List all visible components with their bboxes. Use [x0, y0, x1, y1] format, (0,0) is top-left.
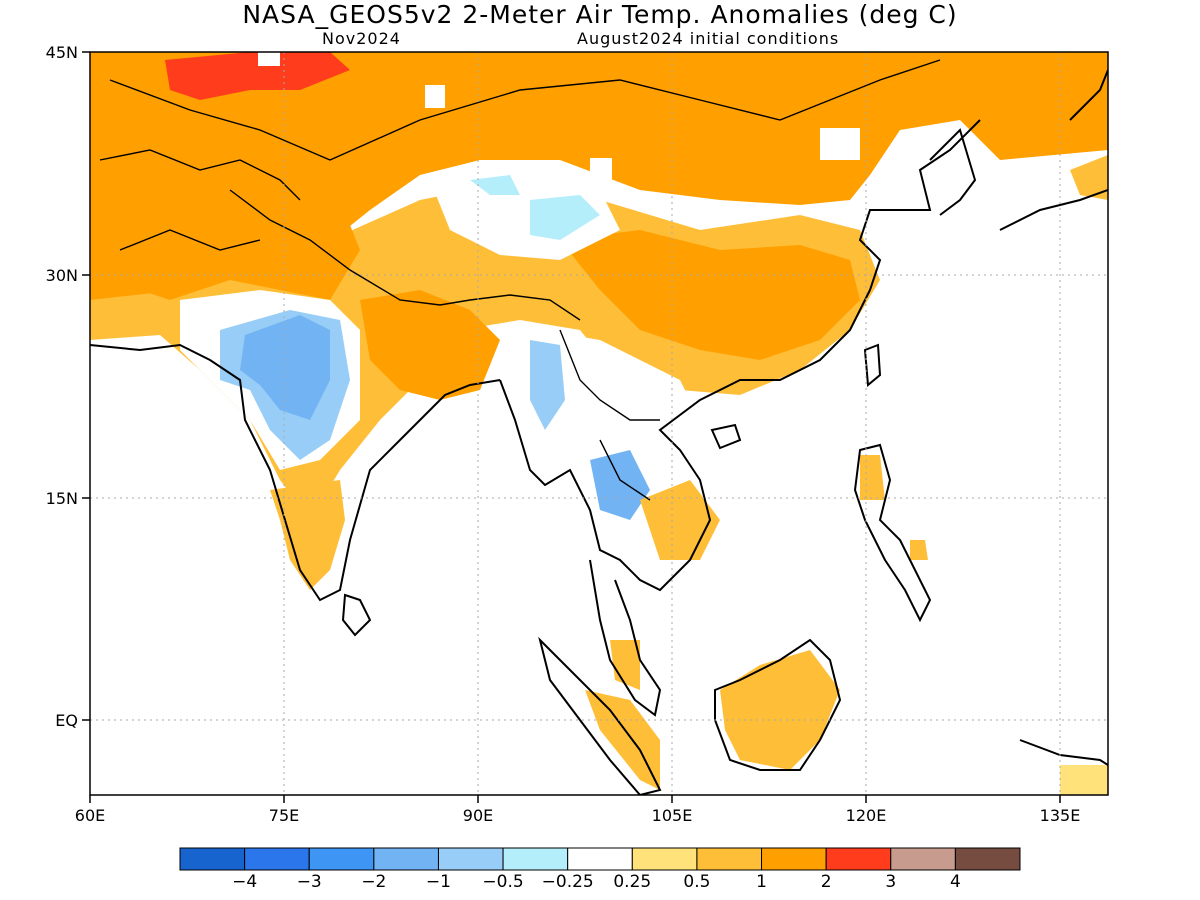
colorbar-label: 0.5 — [683, 872, 711, 892]
colorbar-label: 0.25 — [613, 872, 652, 892]
lon-tick-label: 105E — [652, 806, 693, 825]
warm-anomaly-new-guinea — [1060, 765, 1108, 795]
border-indochina — [559, 329, 660, 501]
colorbar-label: −1 — [425, 872, 451, 892]
colorbar-swatch — [437, 847, 504, 871]
sumatra-coastline — [538, 636, 662, 795]
initial-conditions: August2024 initial conditions — [577, 29, 840, 48]
colorbar-swatch — [373, 847, 439, 871]
lat-tick-label: 15N — [46, 489, 78, 508]
border-china-north — [109, 59, 941, 161]
warm-anomaly-india-east — [360, 290, 500, 400]
lon-tick-label: 90E — [463, 806, 493, 825]
colorbar-swatch — [825, 847, 892, 871]
colorbar-label: 4 — [949, 872, 961, 892]
warm-anomaly-sumatra — [585, 690, 660, 790]
colorbar-swatch — [567, 847, 633, 871]
colorbar-label: −4 — [232, 872, 258, 892]
warm-anomaly-japan — [1070, 155, 1108, 200]
lat-tick-label: EQ — [55, 711, 78, 730]
anomaly-field — [90, 52, 1108, 795]
map-title: NASA_GEOS5v2 2-Meter Air Temp. Anomalies… — [242, 0, 958, 29]
warm-anomaly-india-south — [270, 480, 345, 590]
cold-anomaly-india — [240, 315, 330, 420]
border-himalaya — [229, 189, 581, 321]
colorbar-swatch — [954, 847, 1021, 871]
colorbar-label: −2 — [361, 872, 387, 892]
taiwan-coastline — [863, 343, 882, 387]
hainan-coastline — [710, 423, 742, 450]
colorbar-label: 1 — [756, 872, 767, 892]
colorbar-swatch — [502, 847, 569, 871]
warm-anomaly-borneo — [720, 650, 840, 770]
colorbar-label: −3 — [296, 872, 322, 892]
axis-ticks — [82, 51, 1061, 803]
warm-anomaly-philippines — [860, 455, 928, 560]
colorbar-label: −0.5 — [482, 872, 524, 892]
indochina-coastline — [499, 119, 981, 592]
country-borders — [99, 59, 941, 501]
sri-lanka-coastline — [341, 593, 372, 637]
new-guinea-coastline — [1019, 739, 1108, 766]
colorbar-label: 2 — [820, 872, 832, 892]
india-coastline — [90, 343, 501, 602]
colorbar — [179, 847, 1021, 871]
hot-anomaly-mongolia — [165, 52, 350, 100]
cool-anomaly-tibet — [470, 175, 600, 240]
lon-tick-label: 60E — [75, 806, 105, 825]
colorbar-label: −0.25 — [541, 872, 594, 892]
lon-tick-label: 75E — [269, 806, 299, 825]
neutral-patch-tibet — [430, 170, 620, 260]
colorbar-swatch — [761, 847, 827, 871]
colorbar-swatch — [696, 847, 763, 871]
lon-tick-label: 120E — [846, 806, 887, 825]
lat-tick-label: 45N — [46, 43, 78, 62]
philippines-coastline — [853, 443, 932, 623]
colorbar-swatch — [308, 847, 375, 871]
lon-tick-label: 135E — [1040, 806, 1081, 825]
forecast-month: Nov2024 — [322, 29, 401, 48]
malay-peninsula-coastline — [589, 559, 662, 717]
gridlines — [90, 52, 1108, 795]
warm-anomaly-malaya — [610, 640, 640, 690]
warm-anomaly-china — [560, 230, 860, 360]
warm-anomaly-north — [90, 52, 1108, 310]
colorbar-swatch — [244, 847, 310, 871]
lat-tick-label: 30N — [46, 266, 78, 285]
colorbar-swatch — [890, 847, 956, 871]
neutral-patch-indochina — [530, 330, 700, 520]
colorbar-label: 3 — [885, 872, 897, 892]
cool-anomaly-myanmar — [530, 340, 565, 430]
korea-japan-coastline — [929, 69, 1108, 231]
colorbar-swatch — [631, 847, 698, 871]
cool-anomaly-thailand — [590, 450, 650, 520]
colorbar-swatch — [179, 847, 246, 871]
warm-anomaly-central-asia — [110, 150, 360, 300]
coastlines — [90, 69, 1108, 795]
plot-frame — [89, 51, 1109, 796]
border-central-asia — [99, 149, 301, 251]
